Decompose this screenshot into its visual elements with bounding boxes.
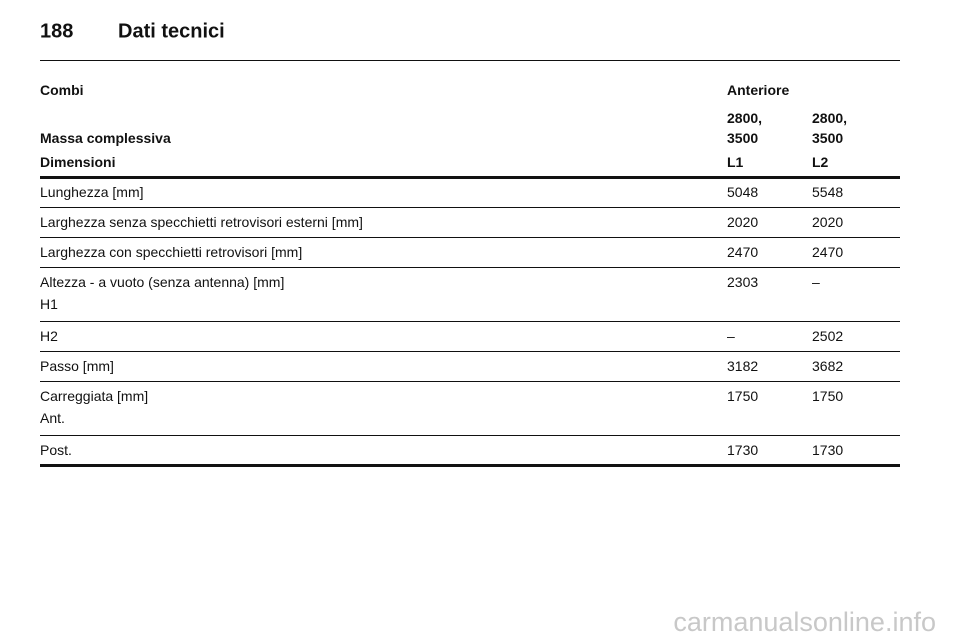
row-label: Passo [mm] xyxy=(40,358,114,374)
mass-value: 2800, xyxy=(727,110,763,126)
row-value: 2502 xyxy=(812,328,844,344)
row-label: Larghezza senza specchietti retrovisori … xyxy=(40,214,363,230)
page-title: Dati tecnici xyxy=(118,20,225,43)
row-value: 1750 xyxy=(812,388,844,404)
row-rule xyxy=(40,381,900,382)
row-label: Altezza - a vuoto (senza antenna) [mm] xyxy=(40,274,285,290)
row-label: Lunghezza [mm] xyxy=(40,184,144,200)
row-value: 3182 xyxy=(727,358,759,374)
row-value: 5048 xyxy=(727,184,759,200)
top-row-cell: Combi xyxy=(40,82,84,98)
mass-value: 3500 xyxy=(812,130,844,146)
mass-value: 2800, xyxy=(812,110,848,126)
row-rule xyxy=(40,435,900,436)
row-rule xyxy=(40,207,900,208)
watermark: carmanualsonline.info xyxy=(673,607,936,637)
row-label: Larghezza con specchietti retrovisori [m… xyxy=(40,244,303,260)
row-value: 1730 xyxy=(727,442,759,458)
row-value: 2303 xyxy=(727,274,759,290)
row-value: – xyxy=(727,328,735,344)
row-value: 1750 xyxy=(727,388,759,404)
row-value: 2020 xyxy=(812,214,844,230)
page-number: 188 xyxy=(40,20,74,43)
header-rule xyxy=(40,60,900,61)
row-rule xyxy=(40,237,900,238)
row-value: 2470 xyxy=(727,244,759,260)
row-label: H2 xyxy=(40,328,58,344)
row-rule xyxy=(40,351,900,352)
top-row-cell: Anteriore xyxy=(727,82,790,98)
row-rule xyxy=(40,176,900,179)
row-label: Post. xyxy=(40,442,72,458)
row-rule xyxy=(40,464,900,467)
row-label: Carreggiata [mm] xyxy=(40,388,149,404)
row-value: 2470 xyxy=(812,244,844,260)
column-header: Dimensioni xyxy=(40,154,116,170)
row-rule xyxy=(40,321,900,322)
column-header: L2 xyxy=(812,154,829,170)
row-value: 2020 xyxy=(727,214,759,230)
row-value: – xyxy=(812,274,820,290)
row-value: 3682 xyxy=(812,358,844,374)
row-value: 5548 xyxy=(812,184,844,200)
row-value: 1730 xyxy=(812,442,844,458)
row-sublabel: Ant. xyxy=(40,410,65,426)
column-header: L1 xyxy=(727,154,744,170)
row-rule xyxy=(40,267,900,268)
mass-label: Massa complessiva xyxy=(40,130,171,146)
mass-value: 3500 xyxy=(727,130,759,146)
row-sublabel: H1 xyxy=(40,296,58,312)
